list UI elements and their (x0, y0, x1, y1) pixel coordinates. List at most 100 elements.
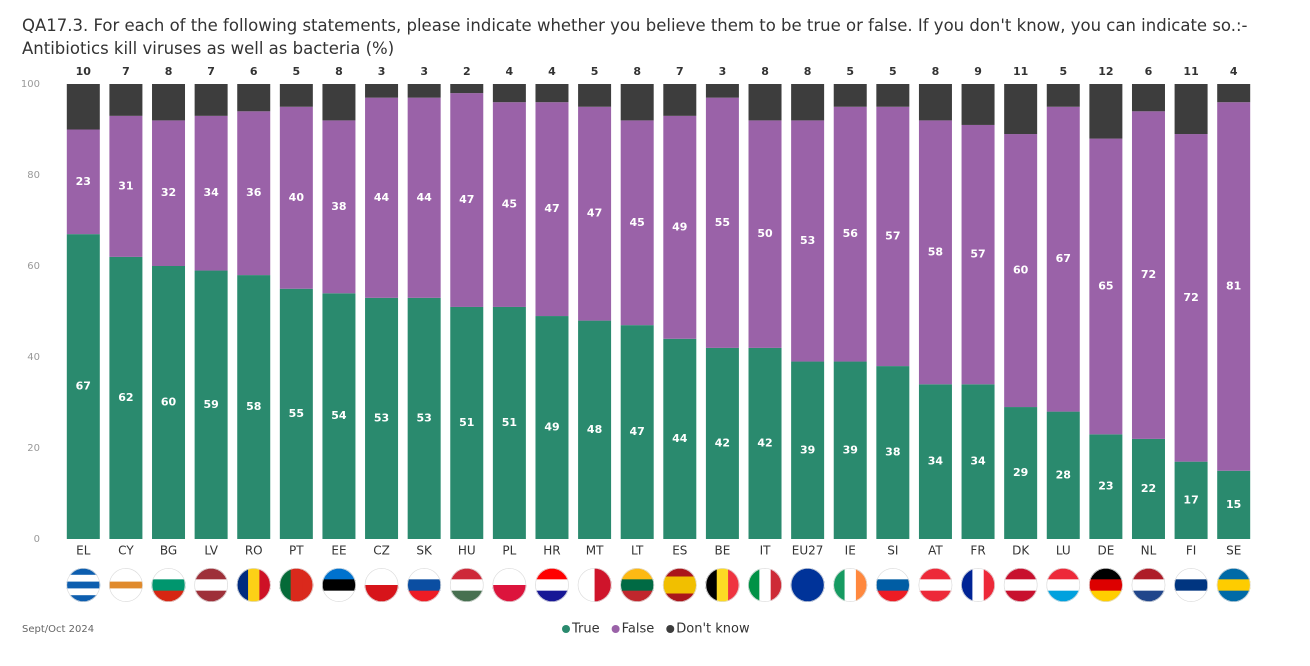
flag-stripe (279, 568, 292, 602)
value-label: 55 (715, 216, 730, 229)
bar-segment (1046, 106, 1080, 412)
bar-segment (407, 84, 441, 98)
bar-segment (1174, 134, 1208, 462)
flag-icon (1003, 568, 1038, 602)
flag-stripe (449, 579, 484, 592)
bar-segment (1004, 407, 1038, 539)
flag-border (1088, 568, 1123, 602)
flag-stripe (108, 588, 143, 596)
flag-border (961, 568, 996, 602)
flag-stripe (1046, 568, 1081, 580)
bar-segment (748, 347, 782, 539)
value-label: 5 (889, 65, 897, 78)
value-label: 29 (1013, 466, 1028, 479)
value-label: 4 (1230, 65, 1238, 78)
bar-segment (1089, 138, 1123, 435)
value-label: 8 (761, 65, 769, 78)
x-tick-label: PT (289, 544, 304, 558)
flag-stripe (290, 568, 303, 602)
bar-segment (748, 84, 782, 121)
source-note: Sept/Oct 2024 (22, 624, 94, 635)
flag-stripe (961, 568, 973, 602)
value-label: 32 (161, 186, 176, 199)
value-label: 81 (1226, 279, 1241, 292)
y-tick-label: 100 (21, 79, 40, 90)
x-tick-label: LT (631, 544, 644, 558)
flag-stripe (534, 568, 569, 580)
flag-border (1131, 568, 1166, 602)
bar-segment (748, 120, 782, 348)
bar-segment (66, 129, 100, 235)
flag-stripe (875, 590, 910, 602)
flag-stripe (1003, 590, 1038, 602)
flag-stripe (620, 590, 655, 602)
value-label: 9 (974, 65, 982, 78)
x-tick-label: BG (160, 544, 177, 558)
value-label: 62 (118, 391, 133, 404)
value-label: 49 (544, 421, 559, 434)
bar-segment (663, 115, 697, 339)
flag-stripe (1088, 590, 1123, 602)
flag-stripe (759, 568, 772, 602)
bar-segment (194, 270, 228, 539)
bar-segment (791, 84, 825, 121)
value-label: 44 (672, 432, 688, 445)
flag-border (748, 568, 783, 602)
value-label: 4 (548, 65, 556, 78)
bar-segment (1089, 434, 1123, 539)
flag-stripe (321, 579, 356, 592)
value-label: 23 (1098, 480, 1113, 493)
bar-segment (1046, 411, 1080, 539)
bar-segment (535, 84, 569, 103)
flag-stripe (855, 568, 868, 602)
flag-stripe (1216, 579, 1251, 592)
flag-stripe (875, 568, 910, 580)
value-label: 4 (506, 65, 514, 78)
bar-segment (492, 102, 526, 307)
value-label: 7 (122, 65, 130, 78)
x-tick-label: DE (1097, 544, 1114, 558)
flag-stripe (748, 568, 760, 602)
flag-stripe (728, 568, 740, 602)
x-tick-label: FI (1186, 544, 1196, 558)
flag-stripe (770, 568, 783, 602)
flag-border (577, 568, 612, 602)
value-label: 65 (1098, 279, 1113, 292)
flag-stripe (364, 568, 399, 586)
x-tick-label: LU (1056, 544, 1071, 558)
flag-stripe (1046, 579, 1081, 592)
flag-stripe (321, 590, 356, 602)
legend-marker (611, 625, 620, 633)
x-tick-label: CY (118, 544, 134, 558)
value-label: 42 (757, 436, 772, 449)
bar-segment (705, 97, 739, 348)
legend-marker (666, 625, 675, 633)
flag-stripe (108, 581, 143, 589)
bar-segment (578, 84, 612, 107)
bar-segment (194, 84, 228, 116)
flag-stripe (194, 590, 229, 602)
value-label: 53 (800, 234, 815, 247)
x-tick-label: SK (416, 544, 433, 558)
flag-icon (875, 568, 910, 602)
value-label: 11 (1013, 65, 1028, 78)
flag-stripe (620, 579, 655, 592)
flag-stripe (108, 574, 143, 583)
bar-segment (152, 84, 186, 121)
bar-segment (492, 306, 526, 539)
flag-stripe (662, 593, 697, 602)
value-label: 40 (289, 191, 305, 204)
bar-segment (620, 84, 654, 121)
value-label: 53 (417, 411, 432, 424)
bar-segment (535, 316, 569, 539)
flag-stripe (918, 568, 953, 580)
value-label: 72 (1141, 268, 1156, 281)
bar-segment (620, 120, 654, 326)
flag-stripe (1216, 568, 1251, 580)
bar-segment (152, 120, 186, 267)
bar-segment (322, 84, 356, 121)
flag-stripe (66, 595, 101, 602)
flag-stripe (194, 579, 229, 592)
bar-segment (109, 256, 143, 539)
bar-segment (1046, 84, 1080, 107)
